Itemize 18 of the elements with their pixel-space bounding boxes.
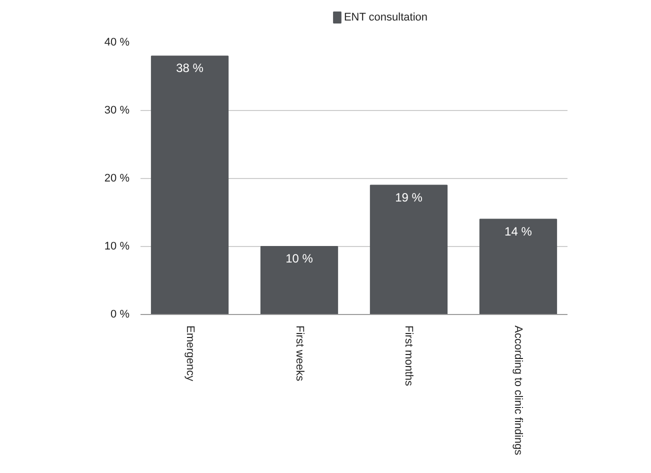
y-tick-label: 10 % xyxy=(104,240,130,252)
bar xyxy=(479,218,558,314)
bar xyxy=(370,184,448,314)
y-tick-label: 40 % xyxy=(104,36,130,48)
x-tick-label: Emergency xyxy=(184,326,196,382)
data-label: 38 % xyxy=(176,61,204,76)
bar xyxy=(260,246,338,314)
bar xyxy=(150,56,229,314)
y-tick-label: 20 % xyxy=(104,172,130,184)
y-tick-label: 0 % xyxy=(110,308,130,320)
data-label: 19 % xyxy=(395,190,423,204)
y-tick-label: 30 % xyxy=(104,104,130,116)
data-label: 10 % xyxy=(286,252,314,266)
legend-label: ENT consultation xyxy=(344,12,428,24)
x-tick-label: According to clinic findings xyxy=(512,326,524,456)
x-tick-label: First weeks xyxy=(293,326,306,382)
data-label: 14 % xyxy=(504,224,532,238)
x-tick-label: First months xyxy=(402,326,415,387)
